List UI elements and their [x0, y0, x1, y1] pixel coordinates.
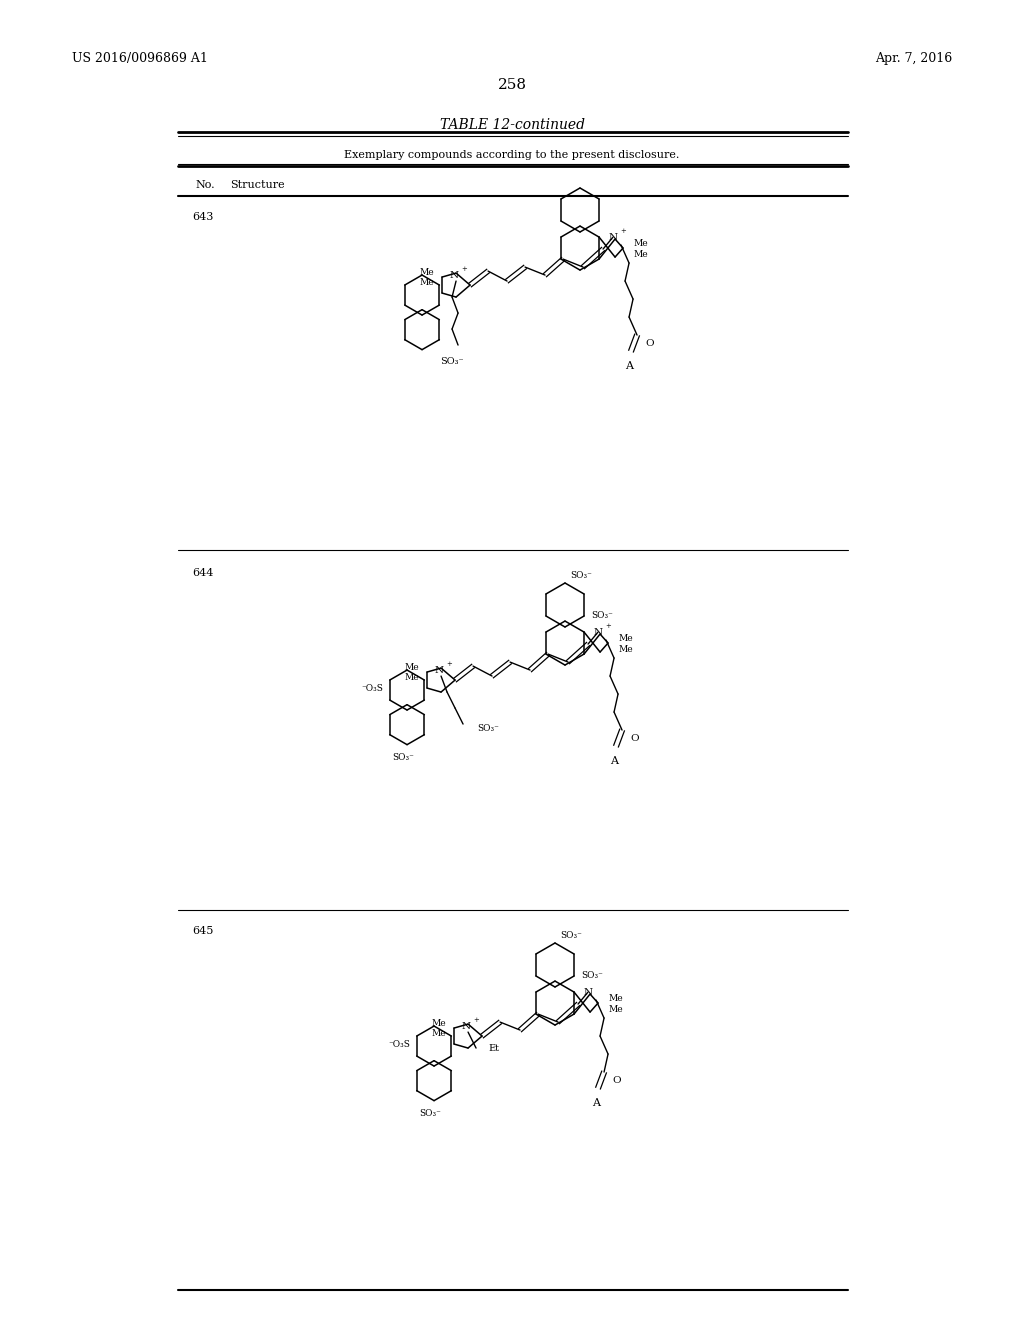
- Text: 258: 258: [498, 78, 526, 92]
- Text: +: +: [473, 1016, 479, 1024]
- Text: Me: Me: [618, 634, 633, 643]
- Text: N: N: [608, 232, 617, 242]
- Text: +: +: [446, 660, 452, 668]
- Text: 645: 645: [193, 927, 213, 936]
- Text: +: +: [621, 227, 626, 235]
- Text: SO₃⁻: SO₃⁻: [560, 931, 582, 940]
- Text: Structure: Structure: [230, 180, 285, 190]
- Text: ⁻O₃S: ⁻O₃S: [388, 1040, 410, 1048]
- Text: A: A: [592, 1098, 600, 1107]
- Text: Me: Me: [608, 1005, 623, 1014]
- Text: No.: No.: [195, 180, 215, 190]
- Text: Me: Me: [431, 1019, 446, 1027]
- Text: SO₃⁻: SO₃⁻: [570, 570, 592, 579]
- Text: N: N: [462, 1022, 471, 1031]
- Text: Me: Me: [633, 249, 647, 259]
- Text: Et: Et: [488, 1044, 499, 1052]
- Text: O: O: [645, 338, 653, 347]
- Text: Me: Me: [633, 239, 647, 248]
- Text: Me: Me: [618, 644, 633, 653]
- Text: Me: Me: [420, 277, 434, 286]
- Text: Apr. 7, 2016: Apr. 7, 2016: [874, 51, 952, 65]
- Text: SO₃⁻: SO₃⁻: [581, 972, 603, 981]
- Text: SO₃⁻: SO₃⁻: [392, 752, 414, 762]
- Text: 643: 643: [193, 213, 213, 222]
- Text: SO₃⁻: SO₃⁻: [419, 1109, 441, 1118]
- Text: A: A: [610, 756, 618, 766]
- Text: N: N: [434, 665, 443, 675]
- Text: SO₃⁻: SO₃⁻: [477, 723, 499, 733]
- Text: N: N: [450, 271, 459, 280]
- Text: O: O: [612, 1076, 621, 1085]
- Text: Exemplary compounds according to the present disclosure.: Exemplary compounds according to the pre…: [344, 150, 680, 160]
- Text: A: A: [625, 362, 633, 371]
- Text: TABLE 12-continued: TABLE 12-continued: [439, 117, 585, 132]
- Text: Me: Me: [608, 994, 623, 1003]
- Text: N: N: [594, 627, 602, 636]
- Text: Me: Me: [420, 268, 434, 277]
- Text: SO₃⁻: SO₃⁻: [591, 611, 613, 620]
- Text: N: N: [584, 987, 593, 997]
- Text: Me: Me: [404, 663, 419, 672]
- Text: SO₃⁻: SO₃⁻: [440, 356, 464, 366]
- Text: US 2016/0096869 A1: US 2016/0096869 A1: [72, 51, 208, 65]
- Text: ⁻O₃S: ⁻O₃S: [361, 684, 383, 693]
- Text: +: +: [605, 622, 610, 630]
- Text: Me: Me: [404, 673, 419, 681]
- Text: 644: 644: [193, 568, 213, 578]
- Text: Me: Me: [431, 1028, 446, 1038]
- Text: +: +: [461, 265, 467, 273]
- Text: O: O: [630, 734, 639, 743]
